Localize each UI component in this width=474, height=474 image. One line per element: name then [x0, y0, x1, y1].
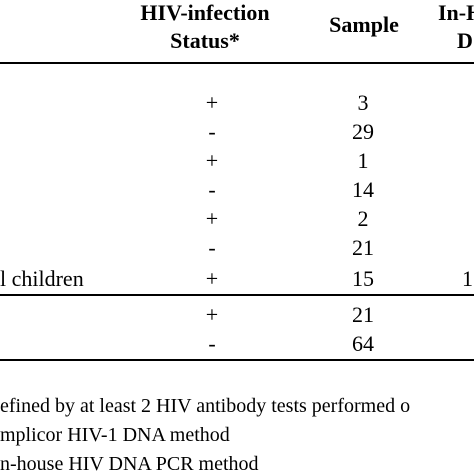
row-7-status: + [205, 266, 219, 291]
row-8-status: + [205, 302, 219, 327]
row-7-label: l children [0, 266, 84, 291]
header-in-house-line1: In-H [438, 0, 474, 25]
row-1-status: + [205, 90, 219, 115]
header-rule [0, 62, 474, 64]
row-9-status: - [208, 331, 216, 356]
header-hiv-status-line1: HIV-infection [140, 0, 270, 25]
row-4-sample: 14 [352, 177, 374, 202]
row-3-status: + [205, 148, 219, 173]
header-sample: Sample [329, 12, 399, 37]
row-4-status: - [208, 177, 216, 202]
header-hiv-status-line2: Status* [170, 28, 240, 53]
row-7-in-house: 1 [462, 266, 473, 291]
row-7-sample: 15 [352, 266, 374, 291]
footnote-1: efined by at least 2 HIV antibody tests … [0, 395, 411, 417]
row-5-status: + [205, 206, 219, 231]
row-6-status: - [208, 235, 216, 260]
row-6-sample: 21 [352, 235, 374, 260]
row-3-sample: 1 [357, 148, 369, 173]
footnote-2: mplicor HIV-1 DNA method [0, 424, 230, 446]
group-rule [0, 294, 474, 296]
row-5-sample: 2 [357, 206, 369, 231]
bottom-rule [0, 359, 474, 361]
row-2-status: - [208, 119, 216, 144]
row-1-sample: 3 [357, 90, 369, 115]
row-2-sample: 29 [352, 119, 374, 144]
row-9-sample: 64 [352, 331, 374, 356]
row-8-sample: 21 [352, 302, 374, 327]
header-in-house-line2: D [457, 28, 473, 53]
footnote-3: n-house HIV DNA PCR method [0, 453, 259, 474]
